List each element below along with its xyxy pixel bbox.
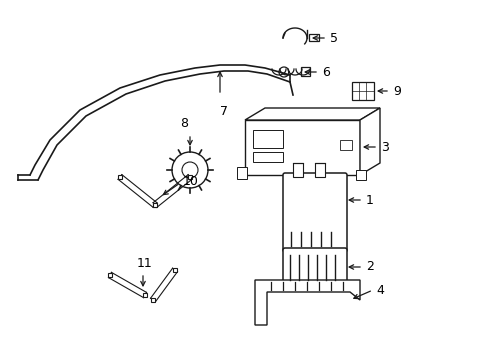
- Polygon shape: [254, 280, 359, 325]
- Text: 2: 2: [365, 261, 373, 274]
- Bar: [308, 34, 318, 41]
- Bar: [252, 130, 283, 148]
- Polygon shape: [244, 120, 359, 175]
- Text: 10: 10: [183, 175, 199, 188]
- Text: 11: 11: [137, 257, 152, 270]
- Text: 5: 5: [329, 32, 337, 45]
- FancyBboxPatch shape: [283, 173, 346, 252]
- Polygon shape: [359, 108, 379, 175]
- Text: 1: 1: [365, 194, 373, 207]
- FancyBboxPatch shape: [283, 248, 346, 287]
- Bar: [351, 82, 373, 100]
- Text: 8: 8: [180, 117, 187, 130]
- Bar: [339, 140, 351, 150]
- Circle shape: [182, 162, 198, 178]
- Text: 3: 3: [380, 140, 388, 153]
- Circle shape: [172, 152, 207, 188]
- Bar: [292, 163, 303, 177]
- Polygon shape: [244, 108, 379, 120]
- Text: 4: 4: [375, 284, 383, 297]
- Text: 9: 9: [392, 85, 400, 98]
- Text: 6: 6: [321, 66, 329, 78]
- Bar: [355, 170, 365, 180]
- Bar: [252, 152, 283, 162]
- Bar: [301, 67, 309, 76]
- Bar: [237, 167, 246, 179]
- Bar: [314, 163, 325, 177]
- Text: 7: 7: [220, 105, 227, 118]
